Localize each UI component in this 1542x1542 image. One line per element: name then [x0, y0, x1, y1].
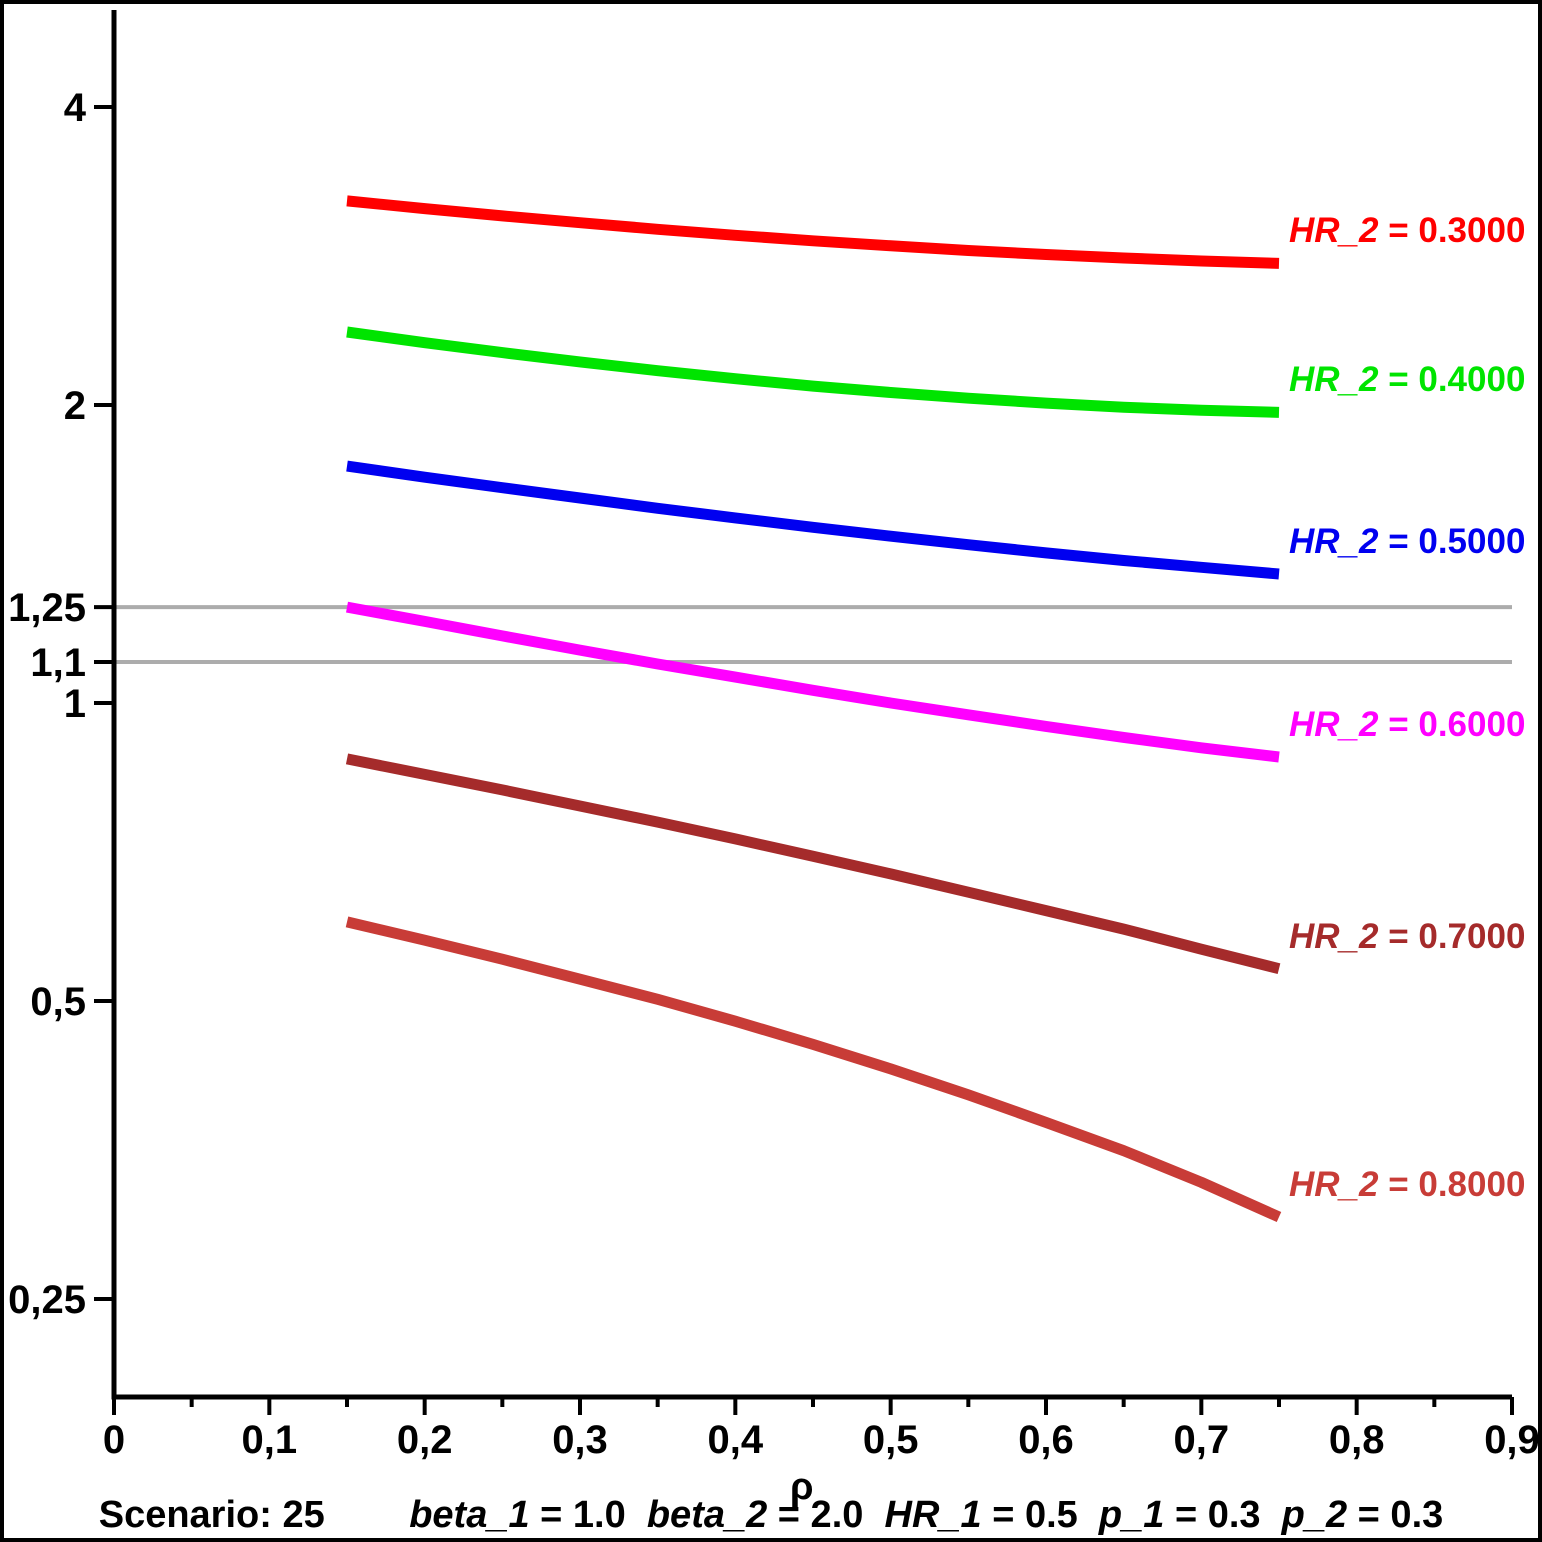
- y-tick-label: 1,1: [30, 641, 86, 685]
- x-tick-label: 0,7: [1174, 1418, 1230, 1462]
- curve-label-0.4000: HR_2 = 0.4000: [1289, 358, 1525, 402]
- caption-segment: beta_2: [646, 1494, 768, 1536]
- figure-caption: Scenario: 25 beta_1 = 1.0 beta_2 = 2.0 H…: [4, 1494, 1538, 1537]
- x-tick-label: 0,2: [397, 1418, 453, 1462]
- caption-segment: [325, 1494, 409, 1536]
- curve-20.4000: [346, 326, 1280, 418]
- curve-label-value: = 0.4000: [1378, 360, 1526, 399]
- curve-20.7000: [345, 753, 1281, 975]
- caption-segment: = 2.0: [767, 1494, 885, 1536]
- curve-20.5000: [346, 460, 1280, 580]
- x-axis-title: ρ: [790, 1466, 814, 1508]
- caption-segment: p_1: [1098, 1494, 1165, 1536]
- curve-label-0.6000: HR_2 = 0.6000: [1289, 703, 1525, 747]
- curve-label-value: = 0.5000: [1378, 522, 1526, 561]
- curve-label-variable: HR_2: [1289, 360, 1379, 399]
- x-tick-label: 0,6: [1018, 1418, 1074, 1462]
- curve-20.6000: [346, 601, 1280, 763]
- curve-label-value: = 0.8000: [1378, 1165, 1526, 1204]
- x-tick-label: 0,5: [863, 1418, 919, 1462]
- curve-label-value: = 0.6000: [1378, 705, 1526, 744]
- curve-label-0.3000: HR_2 = 0.3000: [1289, 209, 1525, 253]
- y-tick-label: 2: [64, 384, 86, 428]
- curve-label-variable: HR_2: [1289, 522, 1379, 561]
- caption-segment: Scenario: 25: [98, 1494, 325, 1536]
- curve-label-variable: HR_2: [1289, 1165, 1379, 1204]
- curve-label-variable: HR_2: [1289, 211, 1379, 250]
- x-tick-label: 0: [103, 1418, 125, 1462]
- caption-segment: = 1.0: [529, 1494, 647, 1536]
- y-tick-label: 1,25: [8, 586, 86, 630]
- x-tick-label: 0,1: [242, 1418, 298, 1462]
- caption-segment: p_2: [1281, 1494, 1348, 1536]
- caption-segment: HR_1: [884, 1494, 982, 1536]
- curve-label-value: = 0.3000: [1378, 211, 1526, 250]
- survival-ratio-log-chart: 4 2 1,25 1,11 0,5 0,25 0 0,1 0,2 0,3 0,4 0,5 0,6 0,7 0…: [8, 10, 1540, 1462]
- x-tick-label: 0,4: [708, 1418, 764, 1462]
- curve-label-value: = 0.7000: [1378, 917, 1526, 956]
- y-tick-label: 0,25: [8, 1278, 86, 1322]
- curve-label-0.7000: HR_2 = 0.7000: [1289, 915, 1525, 959]
- x-tick-label: 0,9: [1484, 1418, 1540, 1462]
- curve-label-variable: HR_2: [1289, 917, 1379, 956]
- x-tick-label: 0,3: [552, 1418, 608, 1462]
- curve-20.3000: [346, 195, 1280, 269]
- caption-segment: beta_1: [409, 1494, 530, 1536]
- y-tick-label: 1: [64, 682, 86, 726]
- caption-segment: = 0.5: [981, 1494, 1099, 1536]
- y-tick-label: 0,5: [30, 980, 86, 1024]
- x-tick-label: 0,8: [1329, 1418, 1385, 1462]
- caption-segment: = 0.3: [1347, 1494, 1444, 1536]
- curve-label-0.8000: HR_2 = 0.8000: [1289, 1163, 1525, 1207]
- curve-20.8000: [345, 916, 1282, 1223]
- caption-segment: = 0.3: [1164, 1494, 1282, 1536]
- curve-label-variable: HR_2: [1289, 705, 1379, 744]
- y-tick-label: 4: [64, 86, 87, 130]
- curve-label-0.5000: HR_2 = 0.5000: [1289, 520, 1525, 564]
